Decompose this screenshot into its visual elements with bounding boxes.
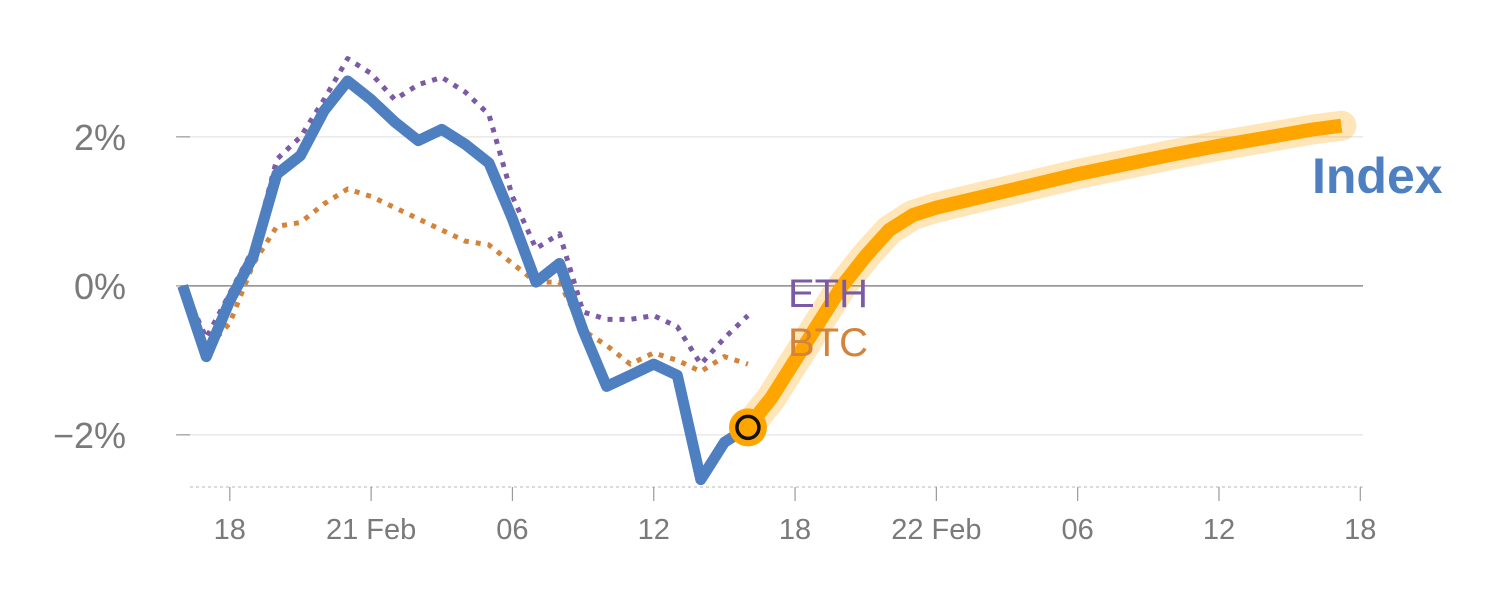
gridlines [180,136,1363,436]
eth-series-line [180,56,750,367]
x-tick-label: 21 Feb [326,514,416,546]
index-series-line [177,75,751,486]
x-tick-label: 18 [1344,514,1376,546]
btc-series-line [180,186,749,374]
y-tick-label: 0% [74,266,126,307]
x-tick-label: 18 [779,514,811,546]
current-marker-group [728,408,767,447]
btc-series-label: BTC [788,321,868,365]
index-forecast-line [742,118,1343,432]
x-tick-label: 06 [1062,514,1094,546]
x-tick-label: 12 [1203,514,1235,546]
x-tick-label: 22 Feb [891,514,981,546]
y-axis: 2% 0% −2% [53,117,190,456]
y-tick-label: 2% [74,117,126,158]
x-axis: 18 21 Feb 06 12 18 22 Feb 06 12 18 [190,486,1376,546]
y-tick-label: −2% [53,415,126,456]
index-series-label: Index [1312,148,1443,204]
x-tick-label: 06 [496,514,528,546]
eth-series-label: ETH [788,272,868,316]
series-group [177,56,1357,486]
current-marker [735,414,761,441]
x-tick-label: 12 [638,514,670,546]
x-tick-label: 18 [214,514,246,546]
